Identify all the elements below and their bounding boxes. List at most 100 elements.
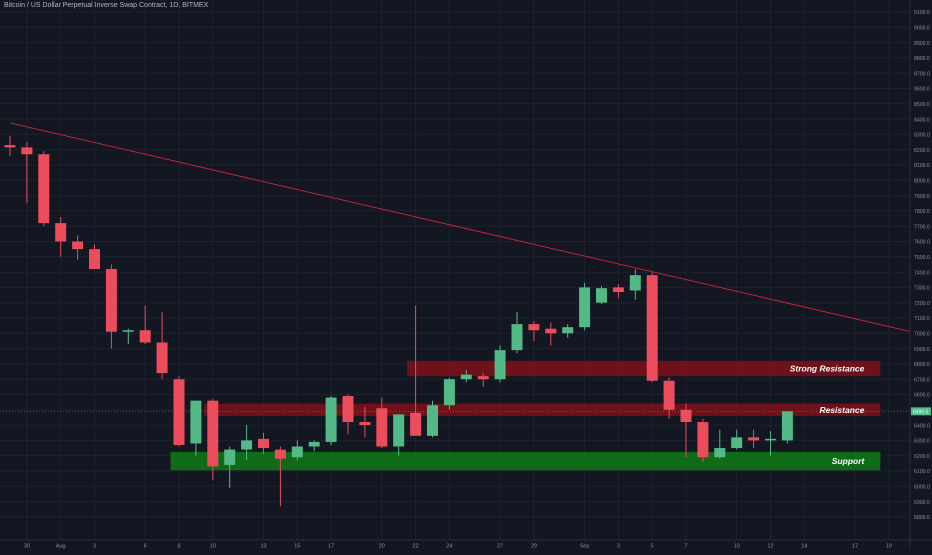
candle-body bbox=[765, 438, 776, 441]
y-tick-label: 6600.0 bbox=[914, 393, 930, 399]
candle-body bbox=[55, 223, 67, 242]
y-tick-label: 8800.0 bbox=[914, 56, 930, 62]
x-tick-label: 20 bbox=[379, 544, 385, 550]
y-tick-label: 8000.0 bbox=[914, 179, 930, 185]
x-tick-label: 3 bbox=[93, 544, 96, 550]
zone-rect bbox=[407, 360, 881, 377]
candle bbox=[528, 321, 540, 341]
candle bbox=[359, 406, 371, 438]
candle bbox=[511, 311, 523, 354]
candle bbox=[376, 397, 388, 449]
y-tick-label: 8400.0 bbox=[914, 117, 930, 123]
x-tick-label: 7 bbox=[684, 544, 687, 550]
candle-body bbox=[139, 330, 151, 343]
candle-body bbox=[731, 437, 743, 449]
zone-label: Resistance bbox=[819, 405, 864, 415]
candle bbox=[224, 446, 236, 488]
candle bbox=[562, 324, 574, 338]
x-tick-label: 27 bbox=[497, 544, 503, 550]
y-tick-label: 8700.0 bbox=[914, 71, 930, 77]
candle bbox=[596, 285, 607, 305]
y-tick-label: 7300.0 bbox=[914, 286, 930, 292]
candle bbox=[731, 429, 743, 450]
candle-body bbox=[781, 411, 793, 441]
candle bbox=[122, 328, 134, 345]
candle bbox=[55, 217, 67, 257]
x-tick-label: 14 bbox=[801, 544, 807, 550]
candle bbox=[105, 264, 117, 349]
x-tick-label: 17 bbox=[852, 544, 858, 550]
candle-body bbox=[697, 422, 709, 458]
candle-body bbox=[38, 154, 50, 224]
y-axis: 5800.0 5900.0 6000.0 6100.0 6200.0 6300.0 6400… bbox=[914, 10, 930, 521]
y-tick-label: 8600.0 bbox=[914, 87, 930, 93]
candle-body bbox=[646, 275, 658, 381]
x-tick-label: 6 bbox=[144, 544, 147, 550]
candle bbox=[342, 394, 354, 435]
last-price-badge bbox=[911, 407, 931, 416]
candle-body bbox=[190, 400, 202, 444]
candle bbox=[494, 345, 506, 383]
y-tick-label: 7900.0 bbox=[914, 194, 930, 200]
y-tick-label: 8500.0 bbox=[914, 102, 930, 108]
y-tick-label: 6800.0 bbox=[914, 362, 930, 368]
candle bbox=[72, 235, 84, 260]
candle bbox=[460, 370, 472, 383]
candle bbox=[748, 429, 760, 449]
y-tick-label: 9100.0 bbox=[914, 10, 930, 16]
candle-body bbox=[663, 380, 675, 410]
y-tick-label: 6100.0 bbox=[914, 469, 930, 475]
x-tick-label: 17 bbox=[328, 544, 334, 550]
y-tick-label: 5800.0 bbox=[914, 515, 930, 521]
candle-body bbox=[359, 422, 371, 426]
candle-body bbox=[258, 438, 269, 449]
chart-title: Bitcoin / US Dollar Perpetual Inverse Sw… bbox=[4, 2, 209, 9]
x-tick-label: 3 bbox=[617, 544, 620, 550]
y-tick-label: 7400.0 bbox=[914, 270, 930, 276]
candle bbox=[325, 396, 337, 445]
x-tick-label: 30 bbox=[24, 544, 30, 550]
candle bbox=[291, 440, 303, 461]
candle-body bbox=[342, 396, 354, 423]
x-tick-label: 5 bbox=[651, 544, 654, 550]
y-tick-label: 7600.0 bbox=[914, 240, 930, 246]
candle bbox=[173, 376, 185, 447]
candle-body bbox=[443, 379, 455, 406]
x-axis: 30 Aug 3 6 8 10 13 15 17 20 22 24 27 29 Sep 3 5 7 10 12 14 17… bbox=[24, 544, 892, 550]
x-tick-label: 29 bbox=[531, 544, 537, 550]
candle-body bbox=[291, 446, 303, 458]
candle-body bbox=[207, 400, 219, 467]
y-tick-label: 7000.0 bbox=[914, 332, 930, 338]
y-tick-label: 5900.0 bbox=[914, 500, 930, 506]
candle bbox=[4, 135, 16, 156]
y-tick-label: 7200.0 bbox=[914, 301, 930, 307]
candle-body bbox=[274, 449, 286, 459]
candle-body bbox=[89, 249, 100, 270]
x-tick-label: Aug bbox=[56, 544, 66, 550]
candle bbox=[646, 272, 658, 383]
candle-body bbox=[224, 449, 236, 465]
candle-body bbox=[460, 374, 472, 380]
candle bbox=[663, 377, 675, 419]
candle bbox=[393, 414, 405, 456]
candle bbox=[545, 322, 557, 346]
candle bbox=[207, 399, 219, 481]
candle-body bbox=[629, 275, 641, 291]
candle bbox=[781, 411, 793, 444]
candle-body bbox=[4, 145, 16, 148]
y-tick-label: 6300.0 bbox=[914, 439, 930, 445]
zone-rect bbox=[204, 403, 881, 416]
candle bbox=[765, 431, 776, 456]
candle-body bbox=[612, 287, 624, 292]
candle-body bbox=[748, 437, 760, 441]
candle-body bbox=[173, 379, 185, 445]
candle-body bbox=[241, 440, 253, 450]
candle-body bbox=[680, 409, 692, 423]
candle bbox=[308, 440, 320, 452]
y-tick-label: 6200.0 bbox=[914, 454, 930, 460]
candle bbox=[427, 400, 438, 438]
x-tick-label: 12 bbox=[767, 544, 773, 550]
x-tick-label: 19 bbox=[886, 544, 892, 550]
y-tick-label: 8300.0 bbox=[914, 133, 930, 139]
